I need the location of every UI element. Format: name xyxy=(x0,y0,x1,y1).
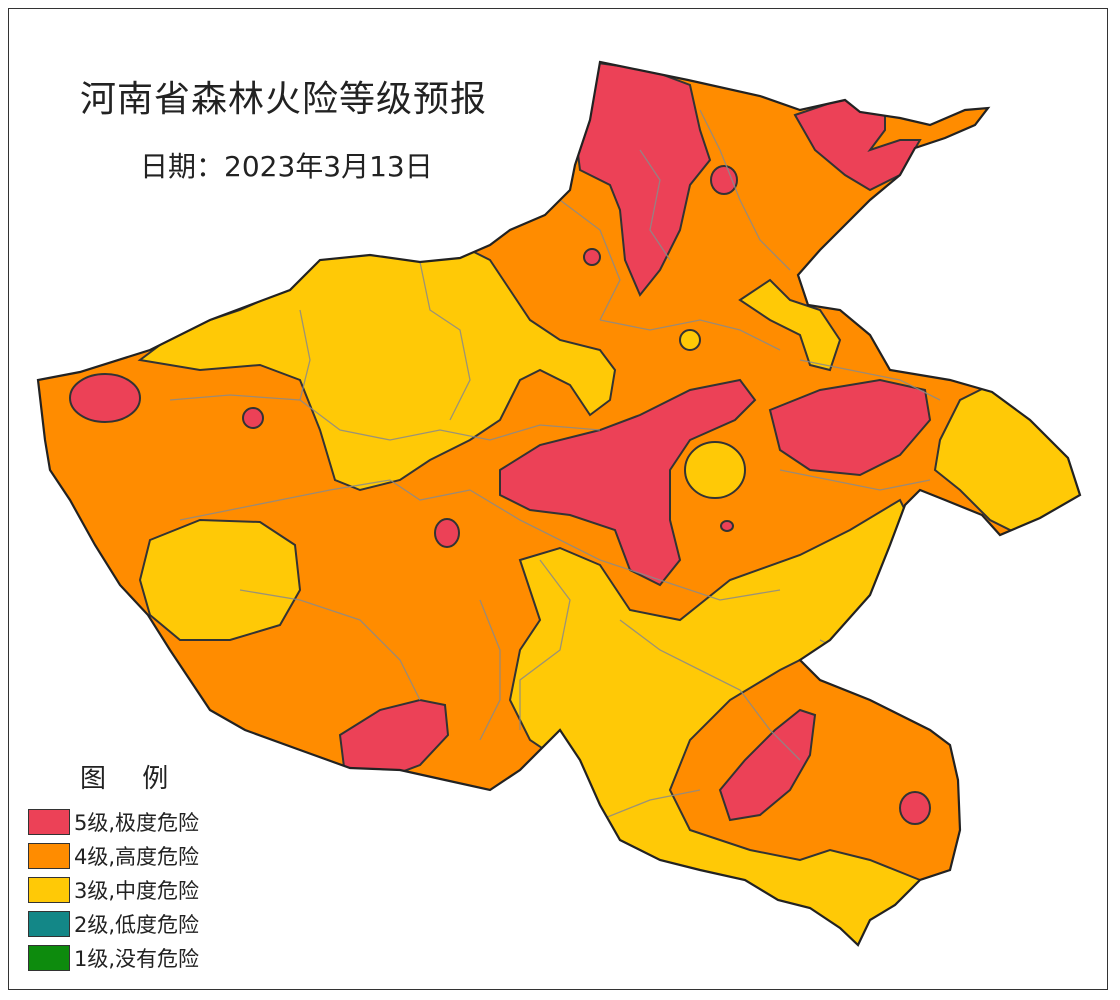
level3-region-center-ring xyxy=(684,441,746,499)
legend-item-level3: 3级,中度危险 xyxy=(28,876,199,904)
legend-swatch-level2 xyxy=(28,911,70,937)
legend-title: 图 例 xyxy=(80,764,183,794)
level5-region-west-spot xyxy=(69,373,141,423)
level5-region-southeast xyxy=(718,708,817,822)
legend-item-level2: 2级,低度危险 xyxy=(28,910,199,938)
county-boundaries xyxy=(169,109,941,821)
legend-swatch-level1 xyxy=(28,945,70,971)
level5-region-spot-1 xyxy=(242,407,264,429)
legend-swatch-level3 xyxy=(28,877,70,903)
level3-region-west xyxy=(138,518,302,641)
legend-swatch-level4 xyxy=(28,843,70,869)
level5-region-spot-4 xyxy=(583,248,601,266)
legend-item-level1: 1级,没有危险 xyxy=(28,944,199,972)
forecast-date: 日期：2023年3月13日 xyxy=(140,150,433,183)
level3-region-north-small xyxy=(738,278,842,372)
level3-region-east xyxy=(933,383,1080,542)
level5-region-center xyxy=(499,378,757,587)
legend-item-level4: 4级,高度危险 xyxy=(28,842,199,870)
level3-region-center-dot xyxy=(679,329,701,351)
level5-region-spot-2 xyxy=(434,518,460,548)
map-title: 河南省森林火险等级预报 xyxy=(80,79,488,120)
legend-item-level5: 5级,极度危险 xyxy=(28,808,199,836)
level5-region-spot-3 xyxy=(710,165,738,195)
legend-label-level4: 4级,高度危险 xyxy=(74,845,200,869)
legend-label-level3: 3级,中度危险 xyxy=(74,879,200,903)
legend-label-level2: 2级,低度危险 xyxy=(74,913,200,937)
level5-region-spot-5 xyxy=(720,520,734,532)
level5-region-spot-6 xyxy=(899,791,931,825)
legend-swatch-level5 xyxy=(28,809,70,835)
level5-region-east-center xyxy=(768,378,932,477)
legend-label-level1: 1级,没有危险 xyxy=(74,947,200,971)
legend-label-level5: 5级,极度危险 xyxy=(74,811,200,835)
